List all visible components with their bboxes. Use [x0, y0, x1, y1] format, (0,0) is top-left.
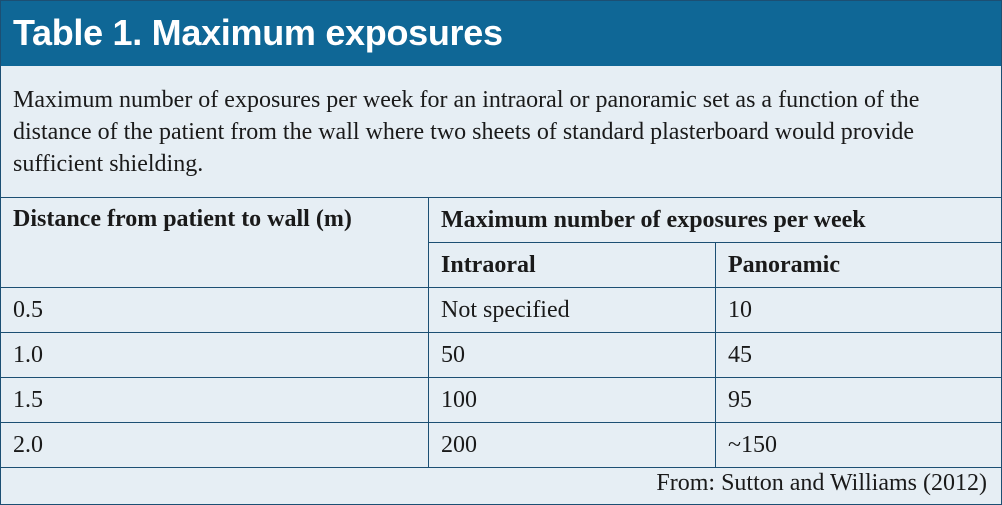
exposures-table: Distance from patient to wall (m) Maximu… — [1, 197, 1001, 468]
cell-panoramic: 45 — [715, 332, 1001, 378]
table-title: Table 1. Maximum exposures — [13, 12, 503, 53]
header-max-exposures: Maximum number of exposures per week — [428, 197, 1001, 243]
cell-distance: 1.5 — [1, 377, 429, 423]
cell-intraoral: 200 — [428, 422, 716, 468]
cell-panoramic: 95 — [715, 377, 1001, 423]
cell-panoramic: 10 — [715, 287, 1001, 333]
table-source: From: Sutton and Williams (2012) — [656, 470, 987, 496]
cell-distance: 2.0 — [1, 422, 429, 468]
header-row: Distance from patient to wall (m) Maximu… — [1, 197, 1001, 288]
cell-distance: 0.5 — [1, 287, 429, 333]
table-row: 2.0 200 ~150 — [1, 422, 1001, 468]
subheader-row: Intraoral Panoramic — [1, 242, 1001, 288]
table-row: 1.0 50 45 — [1, 332, 1001, 378]
header-intraoral: Intraoral — [428, 242, 716, 288]
cell-panoramic: ~150 — [715, 422, 1001, 468]
cell-distance: 1.0 — [1, 332, 429, 378]
cell-intraoral: 100 — [428, 377, 716, 423]
title-bar: Table 1. Maximum exposures — [1, 1, 1001, 66]
cell-intraoral: 50 — [428, 332, 716, 378]
header-distance: Distance from patient to wall (m) — [1, 197, 429, 288]
table-row: 1.5 100 95 — [1, 377, 1001, 423]
cell-intraoral: Not specified — [428, 287, 716, 333]
table-row: 0.5 Not specified 10 — [1, 287, 1001, 333]
table-caption: Maximum number of exposures per week for… — [13, 87, 920, 177]
header-panoramic: Panoramic — [715, 242, 1001, 288]
